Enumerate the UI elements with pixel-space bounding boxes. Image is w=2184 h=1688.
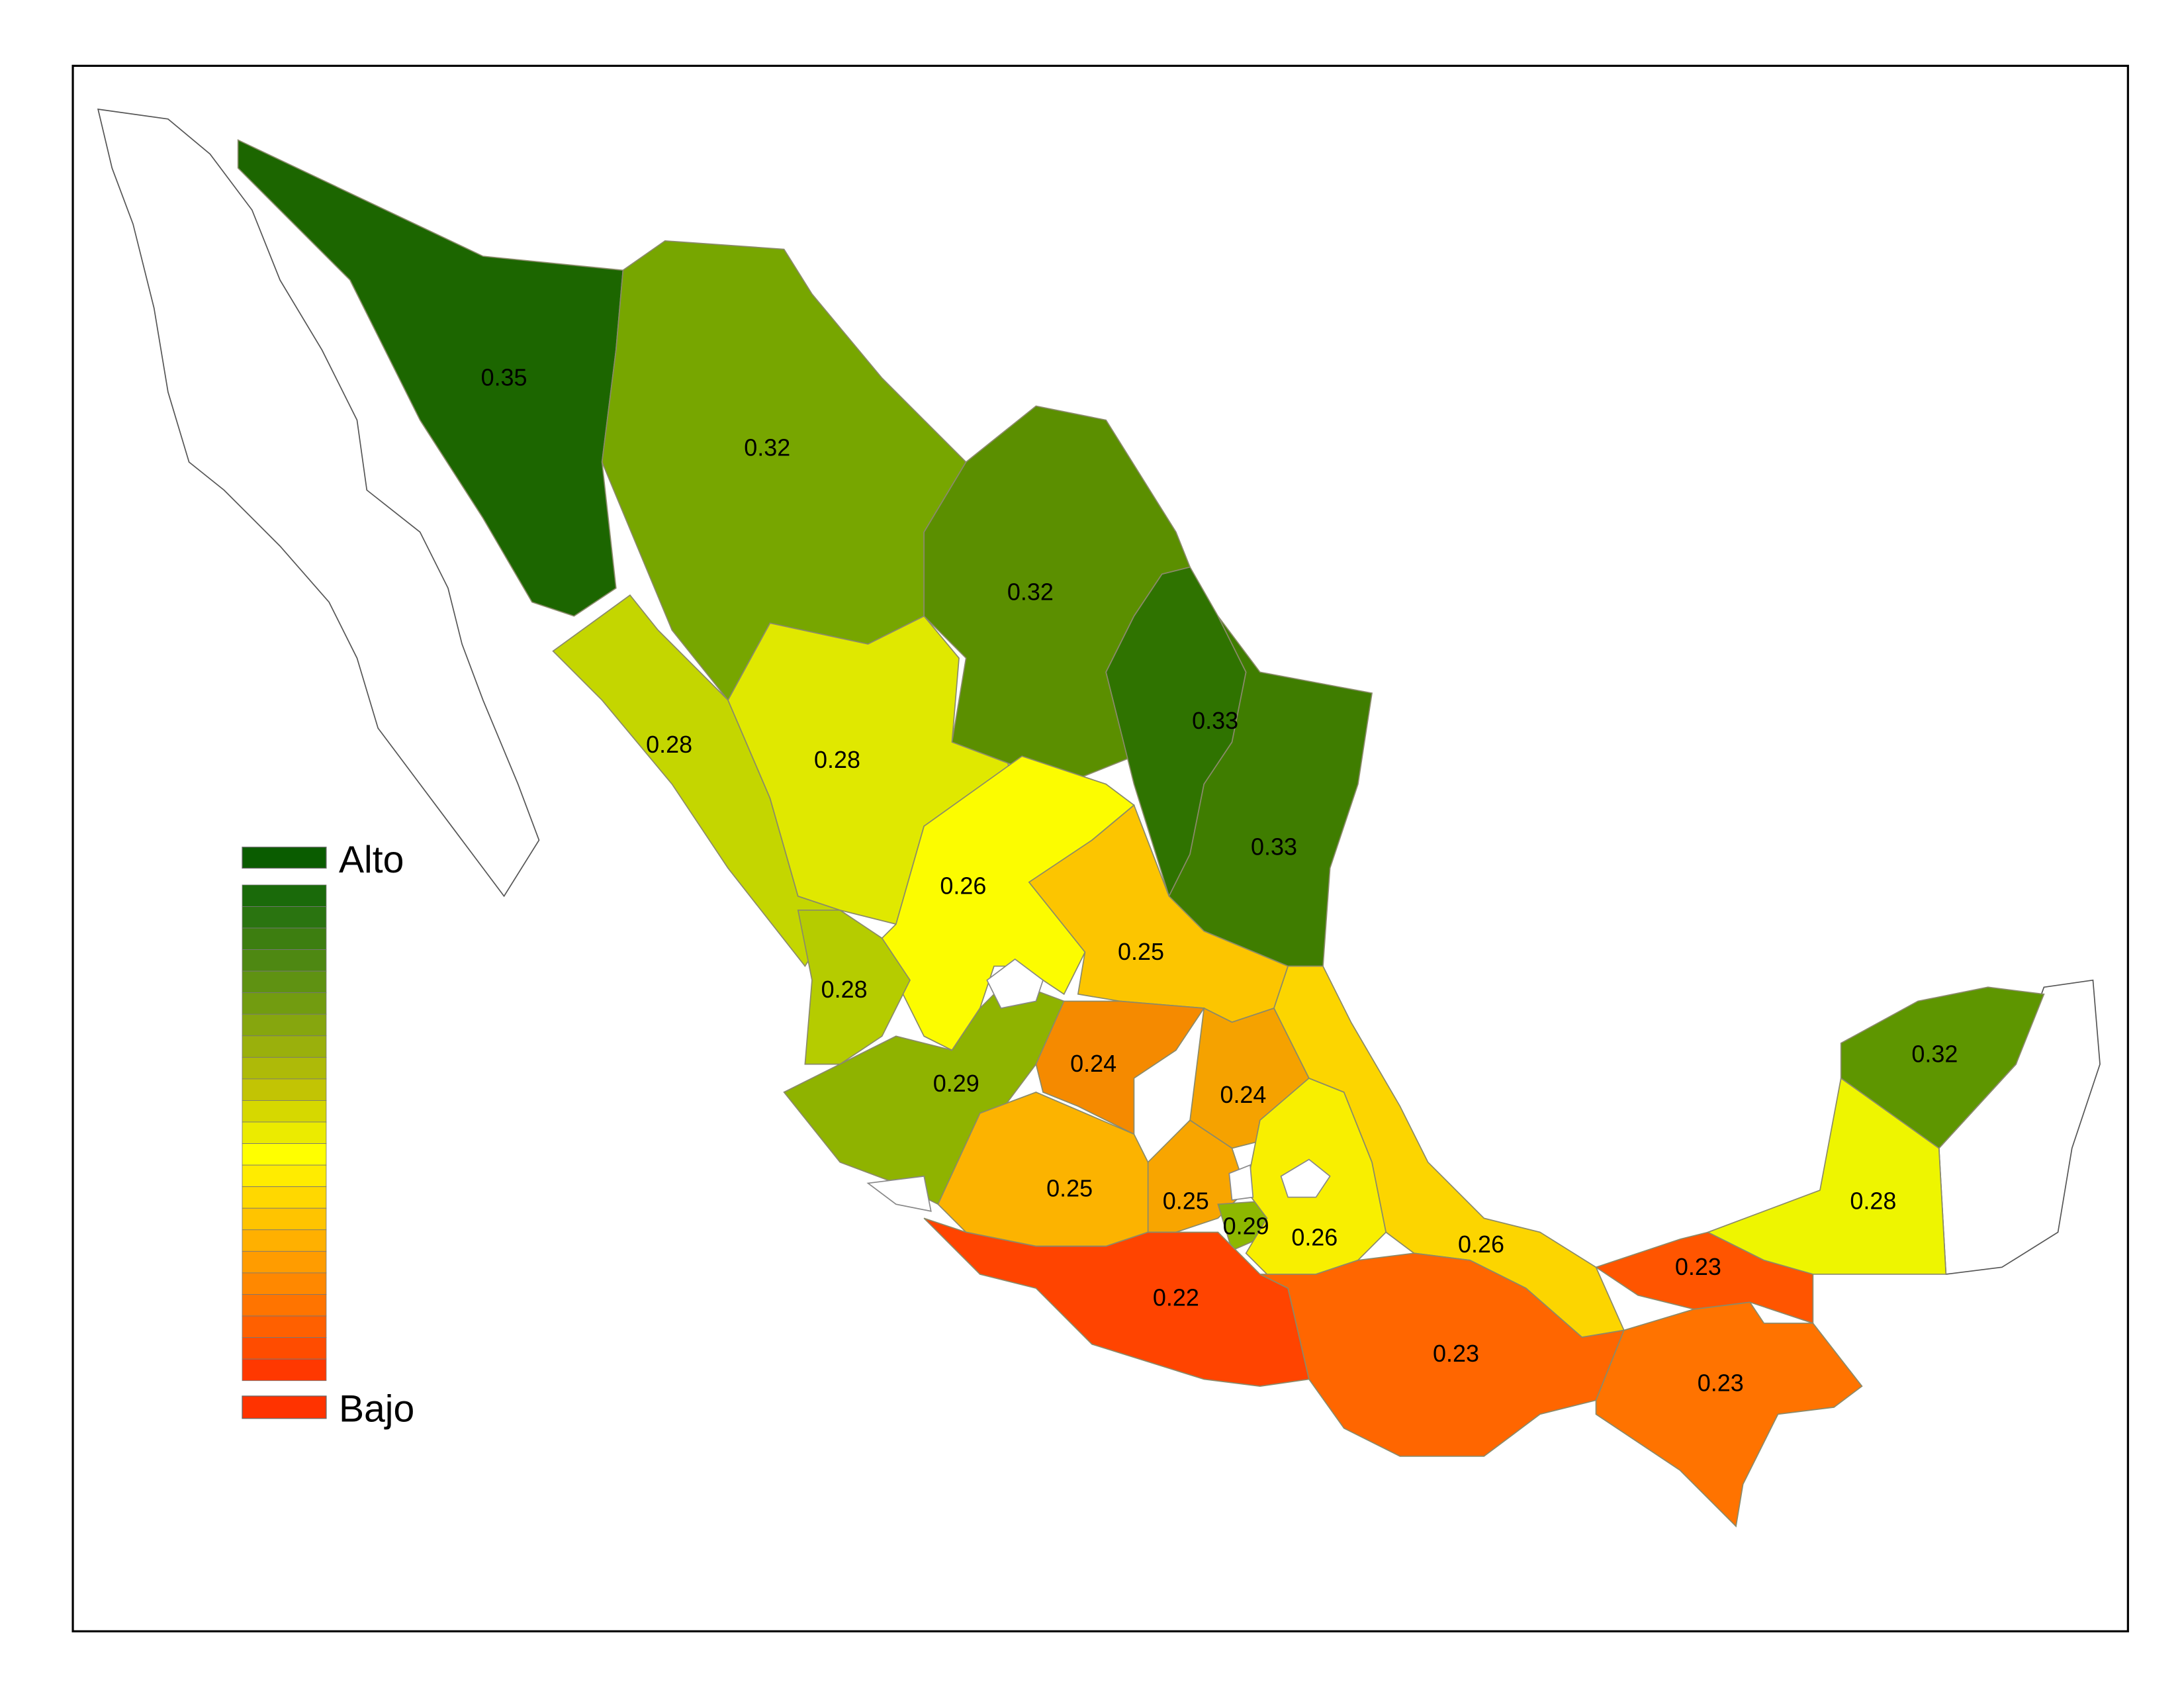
legend-ramp-step [242,1056,327,1080]
legend-ramp-step [242,949,327,972]
region-value-label: 0.24 [1070,1050,1116,1077]
region-value-label: 0.24 [1220,1081,1266,1108]
region-value-label: 0.32 [1911,1040,1958,1067]
region [1594,1231,1814,1325]
region-value-label: 0.22 [1153,1284,1199,1311]
region-value-label: 0.25 [1163,1188,1209,1215]
baja-california [97,108,540,898]
regions: 0.35 0.32 0.32 0.33 0.33 0.28 0.28 0.26 0.25 0.28… [237,139,2045,1528]
region-value-label: 0.33 [1192,707,1238,734]
legend-ramp-step [242,1035,327,1058]
legend: Alto Bajo [242,839,414,1430]
region-value-label: 0.26 [1291,1224,1338,1251]
cdmx [1228,1164,1254,1201]
region-value-label: 0.32 [1007,578,1054,605]
legend-ramp-step [242,1315,327,1338]
region-value-label: 0.35 [481,364,527,391]
legend-high-label: Alto [339,839,404,881]
region-value-label: 0.23 [1433,1340,1479,1367]
region-value-label: 0.25 [1046,1175,1093,1202]
legend-high-swatch [242,847,327,869]
legend-ramp-step [242,1100,327,1123]
region [1035,1000,1205,1135]
region-value-label: 0.32 [744,434,790,461]
region [1595,1301,1863,1528]
legend-ramp-step [242,906,327,929]
legend-low-label: Bajo [339,1387,414,1430]
legend-ramp-step [242,970,327,994]
aguascalientes [986,958,1044,1009]
region-value-label: 0.33 [1251,833,1297,860]
legend-ramp-step [242,1078,327,1101]
legend-ramp-step [242,992,327,1015]
region-value-label: 0.28 [646,731,692,758]
legend-ramp-step [242,1207,327,1231]
region-value-label: 0.23 [1675,1253,1721,1280]
region [1706,1077,1947,1275]
region [1840,986,2045,1149]
legend-ramp-step [242,1121,327,1144]
legend-ramp-step [242,1250,327,1274]
legend-ramp-step [242,1186,327,1209]
legend-ramp-step [242,1272,327,1295]
region-value-label: 0.26 [1458,1231,1504,1258]
region-value-label: 0.28 [821,976,868,1003]
colima [866,1175,932,1212]
legend-ramp-step [242,1143,327,1166]
region [797,910,911,1065]
legend-ramp-step [242,1294,327,1317]
legend-ramp-step [242,1013,327,1037]
legend-ramp-step [242,1358,327,1382]
region-value-label: 0.28 [1850,1188,1896,1215]
region-value-label: 0.29 [1223,1213,1269,1240]
region-value-label: 0.23 [1698,1370,1744,1397]
legend-low-swatch [242,1395,327,1419]
legend-ramp-step [242,1164,327,1188]
legend-ramp-step [242,884,327,907]
tlaxcala-cdmx [1280,1158,1331,1198]
region-value-label: 0.29 [933,1070,979,1097]
region-value-label: 0.26 [940,872,986,900]
legend-ramp-step [242,1229,327,1252]
region-value-label: 0.28 [814,746,860,773]
legend-ramp-step [242,1337,327,1360]
legend-ramp-step [242,927,327,950]
region-value-label: 0.25 [1118,938,1164,965]
